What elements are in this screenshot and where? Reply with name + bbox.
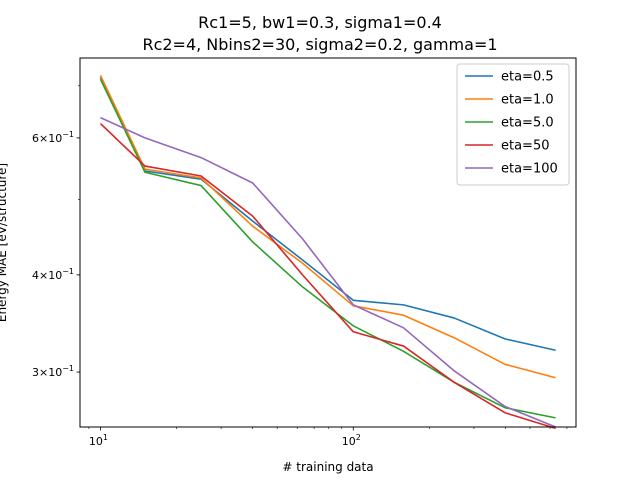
legend-label: eta=1.0 (501, 93, 554, 108)
legend: eta=0.5 eta=1.0 eta=5.0 eta=50 eta=100 (456, 63, 570, 186)
chart-title-line2: Rc2=4, Nbins2=30, sigma2=0.2, gamma=1 (142, 35, 497, 54)
series-line-eta=1.0 (99, 74, 556, 379)
chart-title-line1: Rc1=5, bw1=0.3, sigma1=0.4 (198, 13, 442, 32)
y-axis-label: Energy MAE [eV/structure] (0, 163, 9, 322)
legend-box (456, 63, 570, 186)
series-line-eta=50 (99, 122, 556, 430)
legend-label: eta=0.5 (501, 70, 554, 85)
legend-label: eta=50 (501, 139, 550, 154)
series-line-eta=0.5 (99, 76, 556, 352)
legend-label: eta=5.0 (501, 116, 554, 131)
plot-area-frame (79, 57, 577, 428)
x-tick-label: 101 (89, 433, 108, 448)
x-tick-label: 102 (342, 433, 361, 448)
series-line-eta=100 (100, 116, 556, 428)
y-tick-label: 3×10−1 (32, 364, 74, 379)
series-lines (99, 74, 556, 430)
legend-label: eta=100 (501, 162, 558, 177)
y-tick-label: 4×10−1 (32, 267, 74, 282)
y-tick-label: 6×10−1 (32, 130, 74, 145)
x-axis-label: # training data (282, 460, 373, 474)
series-line-eta=5.0 (99, 78, 556, 419)
